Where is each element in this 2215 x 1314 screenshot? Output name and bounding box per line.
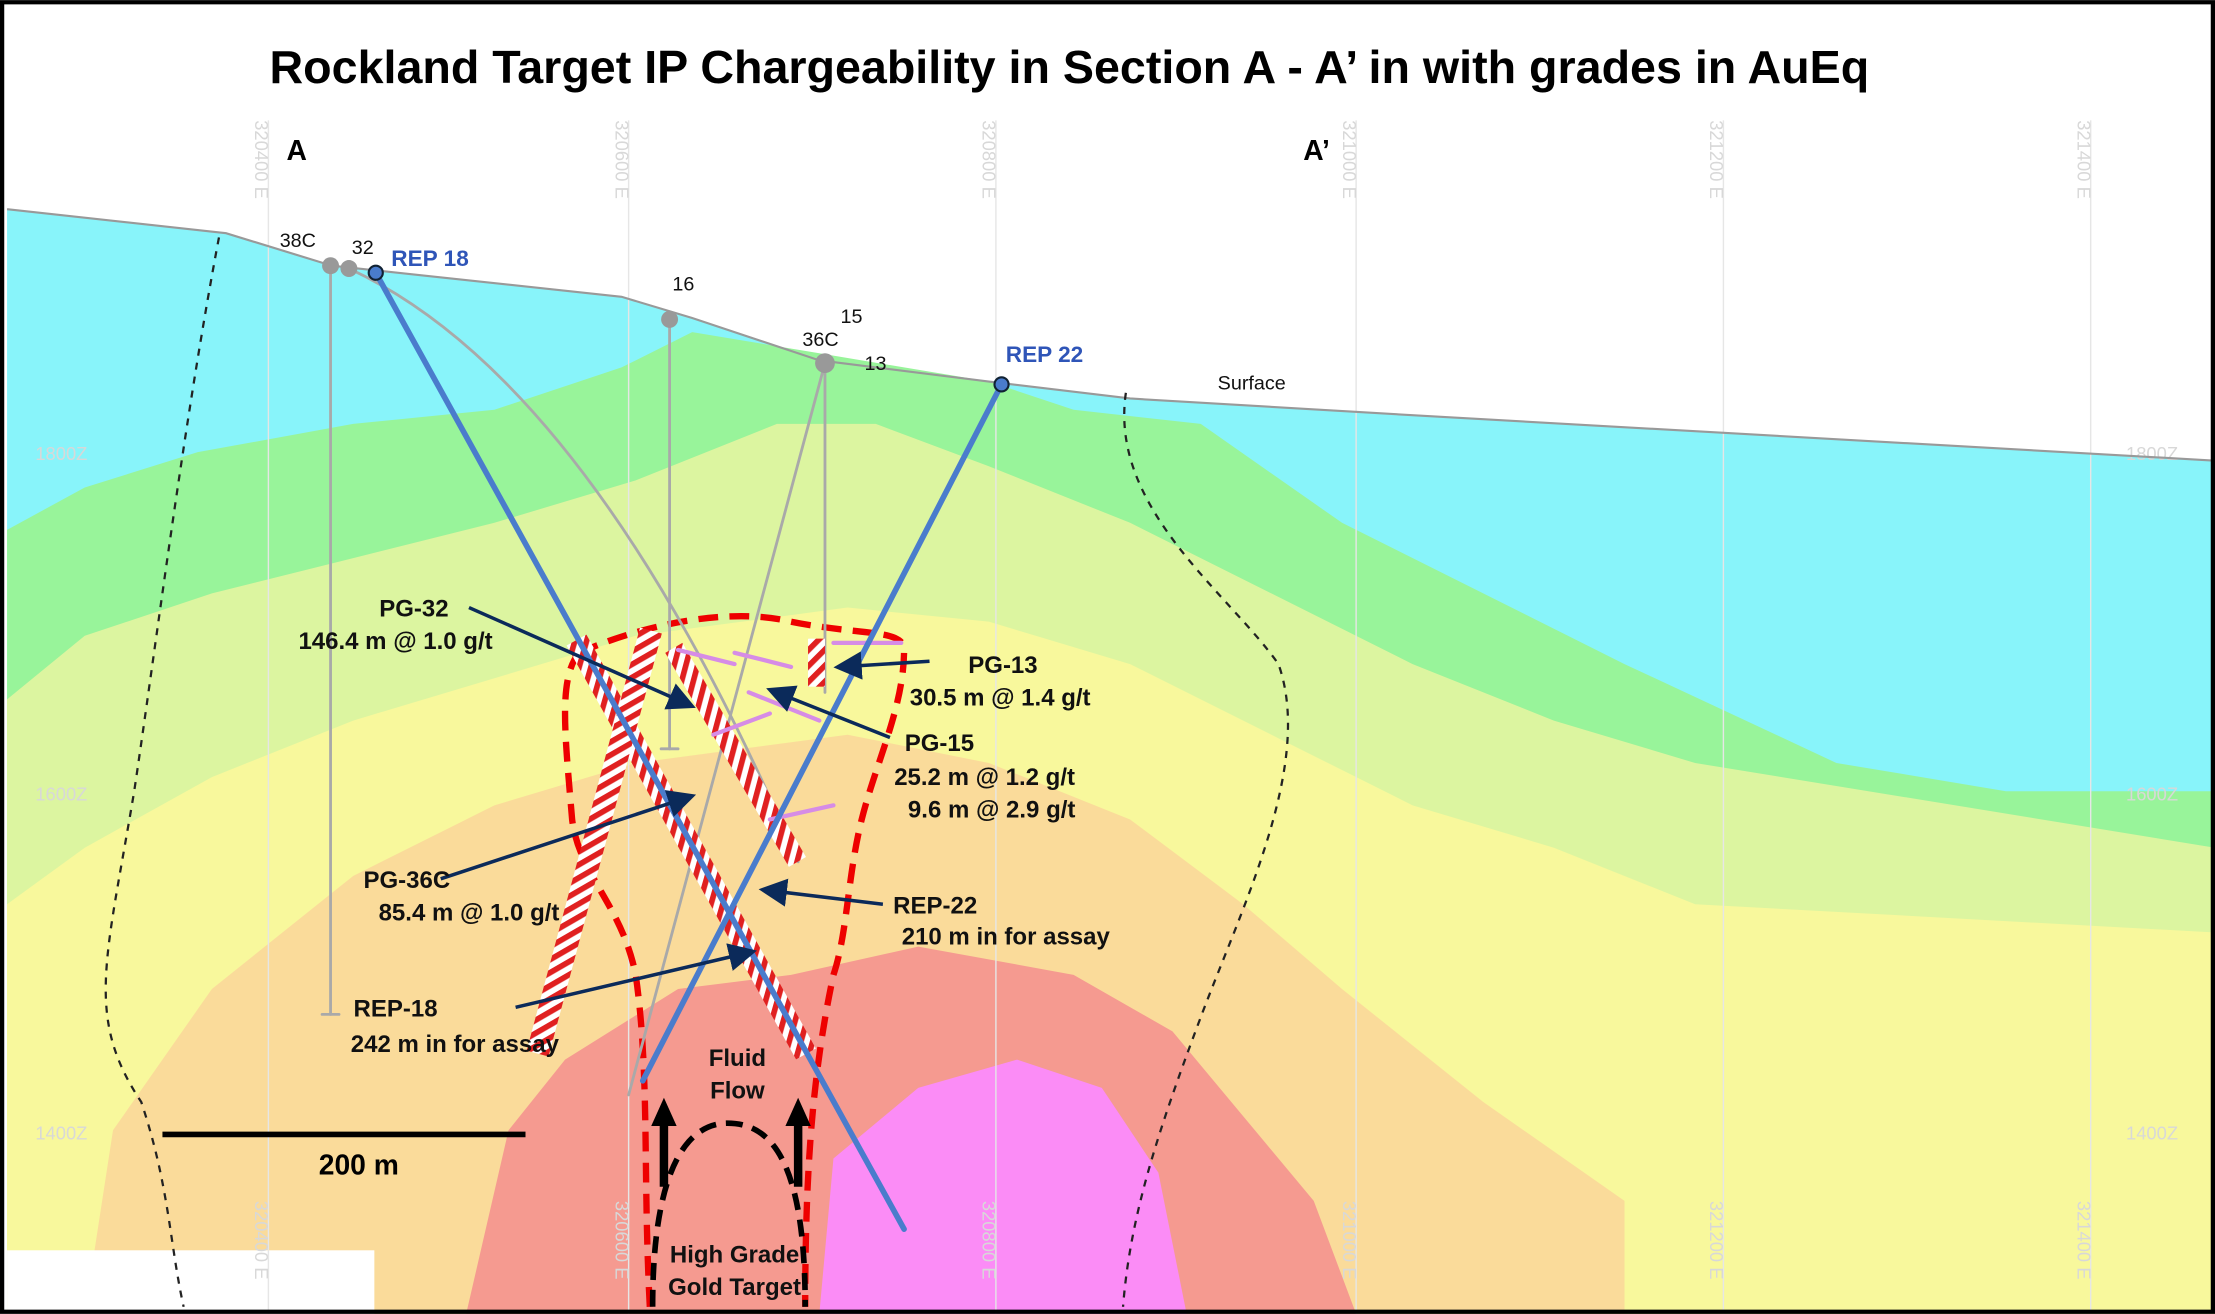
callout-line: 146.4 m @ 1.0 g/t bbox=[298, 628, 492, 655]
shape bbox=[372, 269, 907, 1232]
scale-label: 200 m bbox=[319, 1148, 399, 1180]
callout-line: 242 m in for assay bbox=[351, 1031, 560, 1058]
easting-label: 320400 E bbox=[251, 1201, 272, 1280]
callouts: PG-32 146.4 m @ 1.0 g/t PG-13 30.5 m @ 1… bbox=[298, 596, 1110, 1058]
target-label: High Grade bbox=[670, 1241, 799, 1268]
surface-line bbox=[6, 208, 2215, 462]
shape bbox=[649, 1120, 809, 1307]
callout-line: 9.6 m @ 2.9 g/t bbox=[908, 796, 1075, 823]
hole-labels: 38C 32 REP 18 16 15 36C 13 REP 22 Surfac… bbox=[280, 134, 1330, 394]
title: Rockland Target IP Chargeability in Sect… bbox=[270, 41, 1870, 93]
callout-line: 30.5 m @ 1.4 g/t bbox=[910, 685, 1091, 712]
shape bbox=[651, 1097, 677, 1126]
fluid-flow-label: Fluid bbox=[709, 1045, 766, 1072]
shape bbox=[322, 257, 340, 275]
elevation-label: 1400Z bbox=[35, 1122, 87, 1143]
callout-arrows bbox=[440, 605, 930, 1010]
shape bbox=[267, 120, 2092, 1314]
easting-label: 321200 E bbox=[1706, 120, 1727, 199]
title-band bbox=[0, 0, 2215, 121]
shape bbox=[819, 1059, 1187, 1314]
grid: 320400 E 320600 E 320800 E 321000 E 3212… bbox=[35, 120, 2178, 1314]
fluid-flow-label: Flow bbox=[710, 1077, 765, 1104]
hole-label: 36C bbox=[802, 329, 838, 351]
shape bbox=[766, 685, 891, 740]
callout-line: 210 m in for assay bbox=[902, 923, 1111, 950]
elevation-label: 1600Z bbox=[35, 783, 87, 804]
callout-hole: PG-32 bbox=[379, 596, 448, 623]
easting-label: 321400 E bbox=[2073, 1201, 2094, 1280]
hole-label: 15 bbox=[841, 306, 863, 328]
shape bbox=[711, 711, 773, 737]
elevation-label: 1400Z bbox=[2126, 1122, 2178, 1143]
target-label: Gold Target bbox=[668, 1274, 801, 1301]
callout-line: 25.2 m @ 1.2 g/t bbox=[894, 764, 1075, 791]
shape bbox=[659, 1123, 803, 1187]
elevation-label: 1800Z bbox=[35, 443, 87, 464]
shape bbox=[340, 260, 358, 278]
callout-hole: REP-22 bbox=[893, 892, 977, 919]
shape bbox=[808, 638, 825, 687]
easting-label: 320800 E bbox=[979, 1201, 1000, 1280]
callout-line: 85.4 m @ 1.0 g/t bbox=[379, 899, 560, 926]
shape bbox=[665, 642, 806, 867]
easting-label: 320600 E bbox=[611, 1201, 632, 1280]
shape bbox=[661, 310, 679, 328]
fluid-flow: Fluid Flow High Grade Gold Target bbox=[649, 1045, 811, 1307]
shape bbox=[104, 237, 221, 1308]
section-end: A’ bbox=[1303, 134, 1330, 166]
shape bbox=[468, 605, 696, 710]
shape bbox=[367, 264, 384, 281]
callout-hole: PG-13 bbox=[968, 652, 1037, 679]
shape bbox=[993, 376, 1010, 393]
shape bbox=[785, 1097, 811, 1126]
shape bbox=[732, 650, 794, 670]
hole-label: REP 18 bbox=[391, 246, 468, 271]
surface-label: Surface bbox=[1218, 373, 1286, 395]
hole-label: 32 bbox=[352, 237, 374, 259]
easting-label: 321000 E bbox=[1339, 1201, 1360, 1280]
shape bbox=[347, 267, 800, 864]
callout-hole: PG-36C bbox=[363, 867, 450, 894]
shape bbox=[675, 647, 737, 667]
shape bbox=[758, 878, 884, 907]
easting-label: 321400 E bbox=[2073, 120, 2094, 199]
section-end: A bbox=[286, 134, 306, 166]
mineralized-zone bbox=[561, 613, 908, 1307]
elevation-label: 1600Z bbox=[2126, 783, 2178, 804]
shape bbox=[815, 353, 835, 374]
easting-label: 321200 E bbox=[1706, 1201, 1727, 1280]
callout-hole: REP-18 bbox=[354, 996, 438, 1023]
hole-label: REP 22 bbox=[1006, 342, 1083, 367]
easting-label: 320400 E bbox=[251, 120, 272, 199]
hole-label: 13 bbox=[865, 353, 887, 375]
shape bbox=[7, 1250, 375, 1314]
shape bbox=[515, 943, 757, 1010]
elevation-label: 1800Z bbox=[2126, 443, 2178, 464]
zone-boundaries bbox=[104, 237, 1290, 1308]
callout-hole: PG-15 bbox=[905, 730, 974, 757]
easting-label: 320600 E bbox=[611, 120, 632, 199]
easting-label: 320800 E bbox=[979, 120, 1000, 199]
shape bbox=[440, 790, 697, 881]
hole-label: 16 bbox=[672, 274, 694, 296]
hole-label: 38C bbox=[280, 230, 316, 252]
easting-label: 321000 E bbox=[1339, 120, 1360, 199]
chargeability-zones bbox=[7, 209, 2215, 1314]
shape bbox=[1121, 392, 1290, 1307]
shape bbox=[833, 651, 930, 680]
